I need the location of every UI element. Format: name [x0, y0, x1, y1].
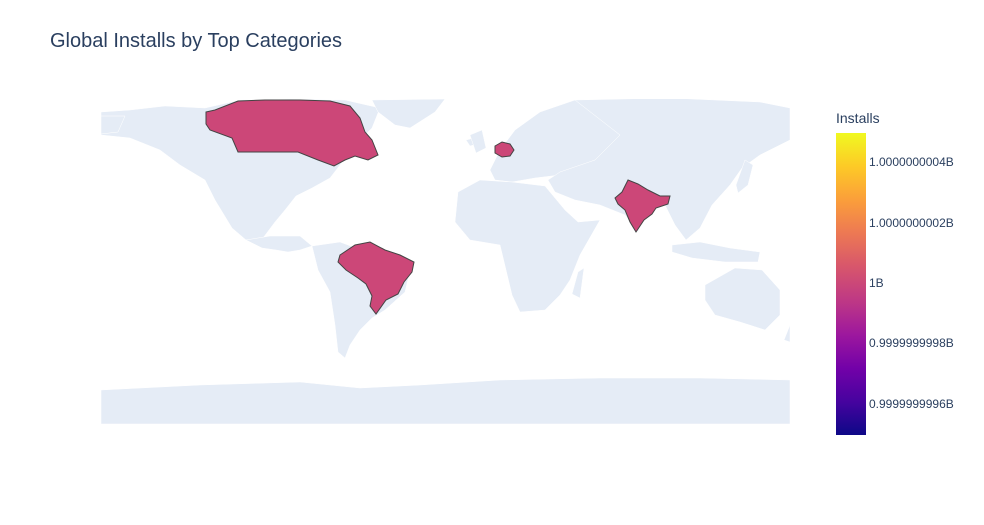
colorbar-tick: 1.0000000002B: [869, 216, 954, 230]
colorbar: [836, 133, 866, 435]
chart-title: Global Installs by Top Categories: [50, 30, 343, 52]
colorbar-tick: 0.9999999996B: [869, 397, 954, 411]
colorbar-title: Installs: [836, 110, 880, 126]
land-madagascar: [571, 267, 585, 299]
colorbar-tick: 0.9999999998B: [869, 336, 954, 350]
country-canada[interactable]: [205, 99, 379, 167]
land-antarctica: [101, 377, 790, 424]
land-central-america: [245, 235, 313, 253]
country-germany[interactable]: [494, 141, 515, 158]
land-asia: [547, 99, 790, 241]
land-indonesia: [671, 241, 761, 263]
land-new-zealand: [783, 324, 790, 343]
land-alaska: [101, 115, 126, 135]
colorbar-tick: 1.0000000004B: [869, 155, 954, 169]
land-uk: [469, 129, 487, 154]
country-india[interactable]: [614, 179, 671, 233]
country-brazil[interactable]: [337, 241, 415, 315]
land-africa: [454, 179, 601, 313]
land-japan: [735, 159, 754, 194]
land-australia: [704, 267, 781, 331]
highlighted-countries: [205, 99, 671, 315]
land-greenland: [371, 99, 446, 129]
land-layer: [101, 99, 790, 424]
colorbar-tick: 1B: [869, 276, 884, 290]
